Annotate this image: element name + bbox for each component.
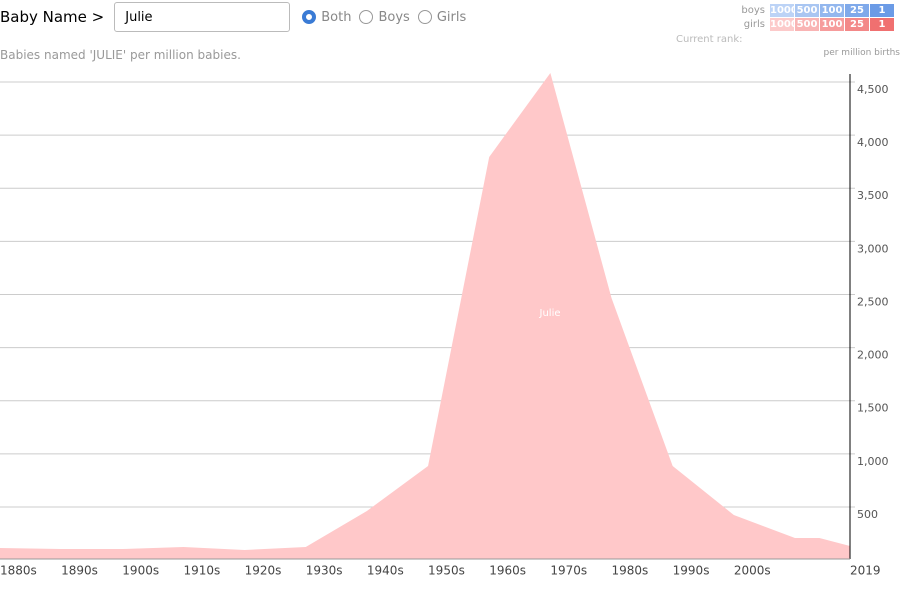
- radio-button: [359, 10, 374, 24]
- x-tick-label: 1900s: [122, 564, 159, 578]
- area: [0, 73, 850, 559]
- y-tick-label: 500: [857, 508, 878, 521]
- rank-legend: boys 1000 500 100 25 1 girls 1000 500 100 25 1: [741, 4, 894, 32]
- y-tick-label: 4,500: [857, 83, 889, 96]
- x-tick-label: 1890s: [61, 564, 98, 578]
- x-tick-label: 1930s: [306, 564, 343, 578]
- rank-cell: 500: [795, 18, 819, 31]
- x-tick-label: 1910s: [183, 564, 220, 578]
- y-unit-label: per million births: [823, 48, 900, 58]
- x-tick-label: 1880s: [0, 564, 37, 578]
- radio-label: Girls: [436, 9, 467, 25]
- rank-cell: 25: [845, 18, 869, 31]
- rank-cell: 100: [820, 18, 844, 31]
- y-tick-label: 3,000: [857, 242, 889, 255]
- rank-cell: 1: [870, 18, 894, 31]
- radio-option[interactable]: Boys: [359, 9, 410, 25]
- rank-caption: Current rank:: [676, 34, 743, 45]
- rank-row-label: boys: [741, 5, 765, 16]
- rank-cell: 25: [845, 4, 869, 17]
- gender-options: Both Boys Girls: [302, 10, 474, 25]
- field-label: Baby Name >: [0, 8, 105, 26]
- y-tick-label: 1,500: [857, 402, 889, 415]
- rank-cell: 1000: [770, 4, 798, 17]
- name-input[interactable]: Julie: [114, 2, 291, 32]
- radio-button: [417, 10, 432, 24]
- y-tick-label: 2,500: [857, 295, 889, 308]
- y-tick-label: 3,500: [857, 189, 889, 202]
- x-tick-label: 1980s: [612, 564, 649, 578]
- controls: Baby Name > Julie Both Boys Girls: [0, 0, 474, 34]
- radio-button: [302, 10, 317, 24]
- rank-row: boys 1000 500 100 25 1: [741, 4, 894, 17]
- rank-cell: 1000: [770, 18, 798, 31]
- rank-row-label: girls: [743, 19, 765, 30]
- radio-option[interactable]: Both: [302, 10, 351, 25]
- rank-cell: 100: [820, 4, 844, 17]
- x-tick-label: 1990s: [673, 564, 710, 578]
- y-tick-label: 1,000: [857, 455, 889, 468]
- x-tick-label: 1970s: [550, 564, 587, 578]
- rank-cell: 500: [795, 4, 819, 17]
- rank-cell: 1: [870, 4, 894, 17]
- x-tick-label: 1950s: [428, 564, 465, 578]
- y-tick-label: 2,000: [857, 349, 889, 362]
- x-tick-label: 2019: [850, 564, 881, 578]
- radio-option[interactable]: Girls: [417, 9, 467, 25]
- x-tick-label: 1960s: [489, 564, 526, 578]
- y-tick-label: 4,000: [857, 136, 889, 149]
- radio-label: Both: [321, 9, 352, 25]
- x-tick-label: 2000s: [734, 564, 771, 578]
- x-tick-label: 1940s: [367, 564, 404, 578]
- x-tick-label: 1920s: [245, 564, 282, 578]
- radio-label: Boys: [378, 9, 410, 25]
- subtitle: Babies named 'JULIE' per million babies.: [0, 48, 241, 62]
- series-label: Julie: [539, 308, 561, 319]
- rank-row: girls 1000 500 100 25 1: [741, 18, 894, 31]
